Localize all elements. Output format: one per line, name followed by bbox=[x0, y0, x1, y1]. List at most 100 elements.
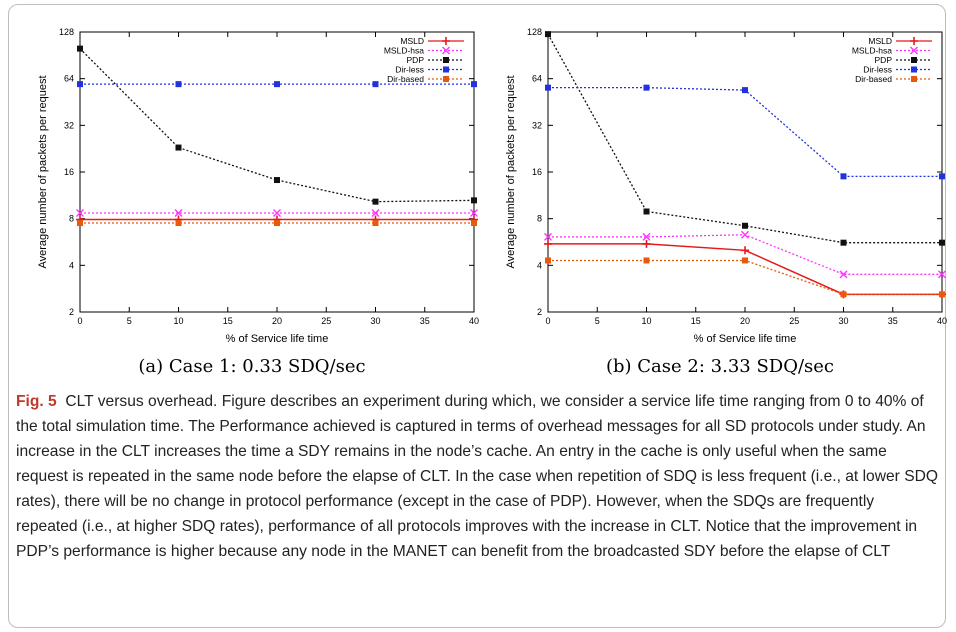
x-axis-label: % of Service life time bbox=[226, 333, 329, 345]
y-tick-label: 4 bbox=[69, 260, 74, 270]
figure-frame bbox=[8, 4, 946, 628]
x-tick-label: 15 bbox=[691, 316, 701, 326]
data-point-dir-based bbox=[77, 220, 83, 227]
legend-marker-pdp bbox=[911, 57, 917, 63]
data-point-pdp bbox=[545, 31, 551, 38]
x-tick-label: 20 bbox=[272, 316, 282, 326]
data-point-dir-less bbox=[175, 81, 182, 88]
subcaption-case-1: (a) Case 1: 0.33 SDQ/sec bbox=[138, 356, 366, 377]
legend-label-msld-hsa: MSLD-hsa bbox=[852, 46, 892, 56]
data-point-msld-hsa bbox=[642, 232, 651, 241]
data-point-dir-based bbox=[471, 220, 477, 227]
data-point-dir-based bbox=[840, 291, 847, 298]
chart-case-2: 0 5 10 15 20 25 30 35 40 2 4 8 16 32 64 128% of Service… bbox=[484, 10, 956, 355]
figure-caption: Fig. 5 CLT versus overhead. Figure descr… bbox=[16, 389, 938, 564]
legend-label-dir-based: Dir-based bbox=[387, 74, 424, 84]
legend-marker-msld bbox=[442, 37, 450, 45]
data-point-pdp bbox=[939, 239, 945, 246]
legend-marker-msld bbox=[910, 37, 918, 45]
series-line-dir-less bbox=[548, 87, 942, 177]
series-dir-based bbox=[545, 257, 945, 298]
data-point-pdp bbox=[274, 177, 280, 184]
data-point-dir-less bbox=[274, 81, 280, 88]
series-dir-less bbox=[77, 81, 477, 88]
y-tick-label: 64 bbox=[64, 74, 74, 84]
data-point-msld-hsa bbox=[544, 232, 552, 241]
data-point-msld-hsa bbox=[938, 270, 946, 279]
data-point-msld-hsa bbox=[371, 209, 380, 218]
series-msld bbox=[76, 215, 478, 224]
series-dir-based bbox=[77, 220, 477, 227]
y-tick-label: 2 bbox=[69, 307, 74, 317]
legend-marker-pdp bbox=[443, 57, 449, 63]
x-axis-label: % of Service life time bbox=[694, 333, 797, 345]
series-msld-hsa bbox=[76, 209, 478, 218]
data-point-msld-hsa bbox=[174, 209, 183, 218]
series-dir-less bbox=[545, 84, 945, 180]
data-point-dir-based bbox=[545, 257, 551, 264]
x-tick-label: 30 bbox=[370, 316, 380, 326]
data-point-msld-hsa bbox=[839, 270, 848, 279]
legend-marker-dir-less bbox=[443, 66, 449, 73]
x-tick-label: 40 bbox=[469, 316, 479, 326]
y-tick-label: 32 bbox=[532, 120, 542, 130]
data-point-msld bbox=[642, 239, 651, 248]
x-tick-label: 40 bbox=[937, 316, 947, 326]
legend-marker-msld-hsa bbox=[442, 46, 450, 55]
series-line-pdp bbox=[79, 48, 475, 203]
x-tick-label: 10 bbox=[641, 316, 651, 326]
data-point-dir-based bbox=[939, 291, 945, 298]
data-point-dir-based bbox=[643, 257, 650, 264]
x-tick-label: 25 bbox=[321, 316, 331, 326]
legend-label-dir-less: Dir-less bbox=[395, 65, 424, 75]
legend-marker-dir-based bbox=[443, 76, 449, 82]
legend-label-pdp: PDP bbox=[875, 55, 893, 65]
y-axis-label: Average number of packets per request bbox=[505, 75, 517, 268]
legend-marker-msld-hsa bbox=[910, 46, 918, 55]
data-point-dir-less bbox=[77, 81, 83, 88]
legend-marker-dir-less bbox=[911, 66, 917, 73]
x-tick-label: 25 bbox=[789, 316, 799, 326]
data-point-dir-based bbox=[274, 220, 280, 227]
x-tick-label: 35 bbox=[420, 316, 430, 326]
legend-label-pdp: PDP bbox=[407, 55, 425, 65]
y-tick-label: 128 bbox=[59, 27, 74, 37]
data-point-dir-less bbox=[643, 84, 650, 91]
data-point-msld bbox=[544, 239, 552, 248]
data-point-pdp bbox=[742, 222, 748, 229]
data-point-msld-hsa bbox=[741, 230, 749, 239]
x-tick-label: 0 bbox=[545, 316, 550, 326]
series-pdp bbox=[77, 45, 477, 205]
series-line-msld-hsa bbox=[548, 234, 942, 275]
y-tick-label: 16 bbox=[532, 167, 542, 177]
y-tick-label: 32 bbox=[64, 120, 74, 130]
x-tick-label: 15 bbox=[223, 316, 233, 326]
data-point-dir-based bbox=[372, 220, 379, 227]
y-tick-label: 128 bbox=[527, 27, 542, 37]
x-tick-label: 30 bbox=[838, 316, 848, 326]
y-tick-label: 8 bbox=[69, 214, 74, 224]
legend-label-msld: MSLD bbox=[868, 36, 892, 46]
data-point-dir-less bbox=[742, 87, 748, 94]
figure-caption-text: CLT versus overhead. Figure describes an… bbox=[16, 393, 938, 560]
legend-label-dir-based: Dir-based bbox=[855, 74, 892, 84]
data-point-pdp bbox=[372, 198, 379, 205]
x-tick-label: 20 bbox=[740, 316, 750, 326]
data-point-dir-less bbox=[471, 81, 477, 88]
data-point-msld-hsa bbox=[76, 209, 84, 218]
data-point-dir-based bbox=[742, 257, 748, 264]
x-tick-label: 35 bbox=[888, 316, 898, 326]
series-msld-hsa bbox=[544, 230, 946, 279]
series-line-dir-based bbox=[548, 259, 942, 295]
legend-label-msld: MSLD bbox=[400, 36, 424, 46]
y-tick-label: 2 bbox=[537, 307, 542, 317]
x-tick-label: 5 bbox=[127, 316, 132, 326]
legend-marker-dir-based bbox=[911, 76, 917, 82]
data-point-msld bbox=[741, 246, 749, 255]
x-tick-label: 0 bbox=[77, 316, 82, 326]
series-pdp bbox=[545, 31, 945, 246]
